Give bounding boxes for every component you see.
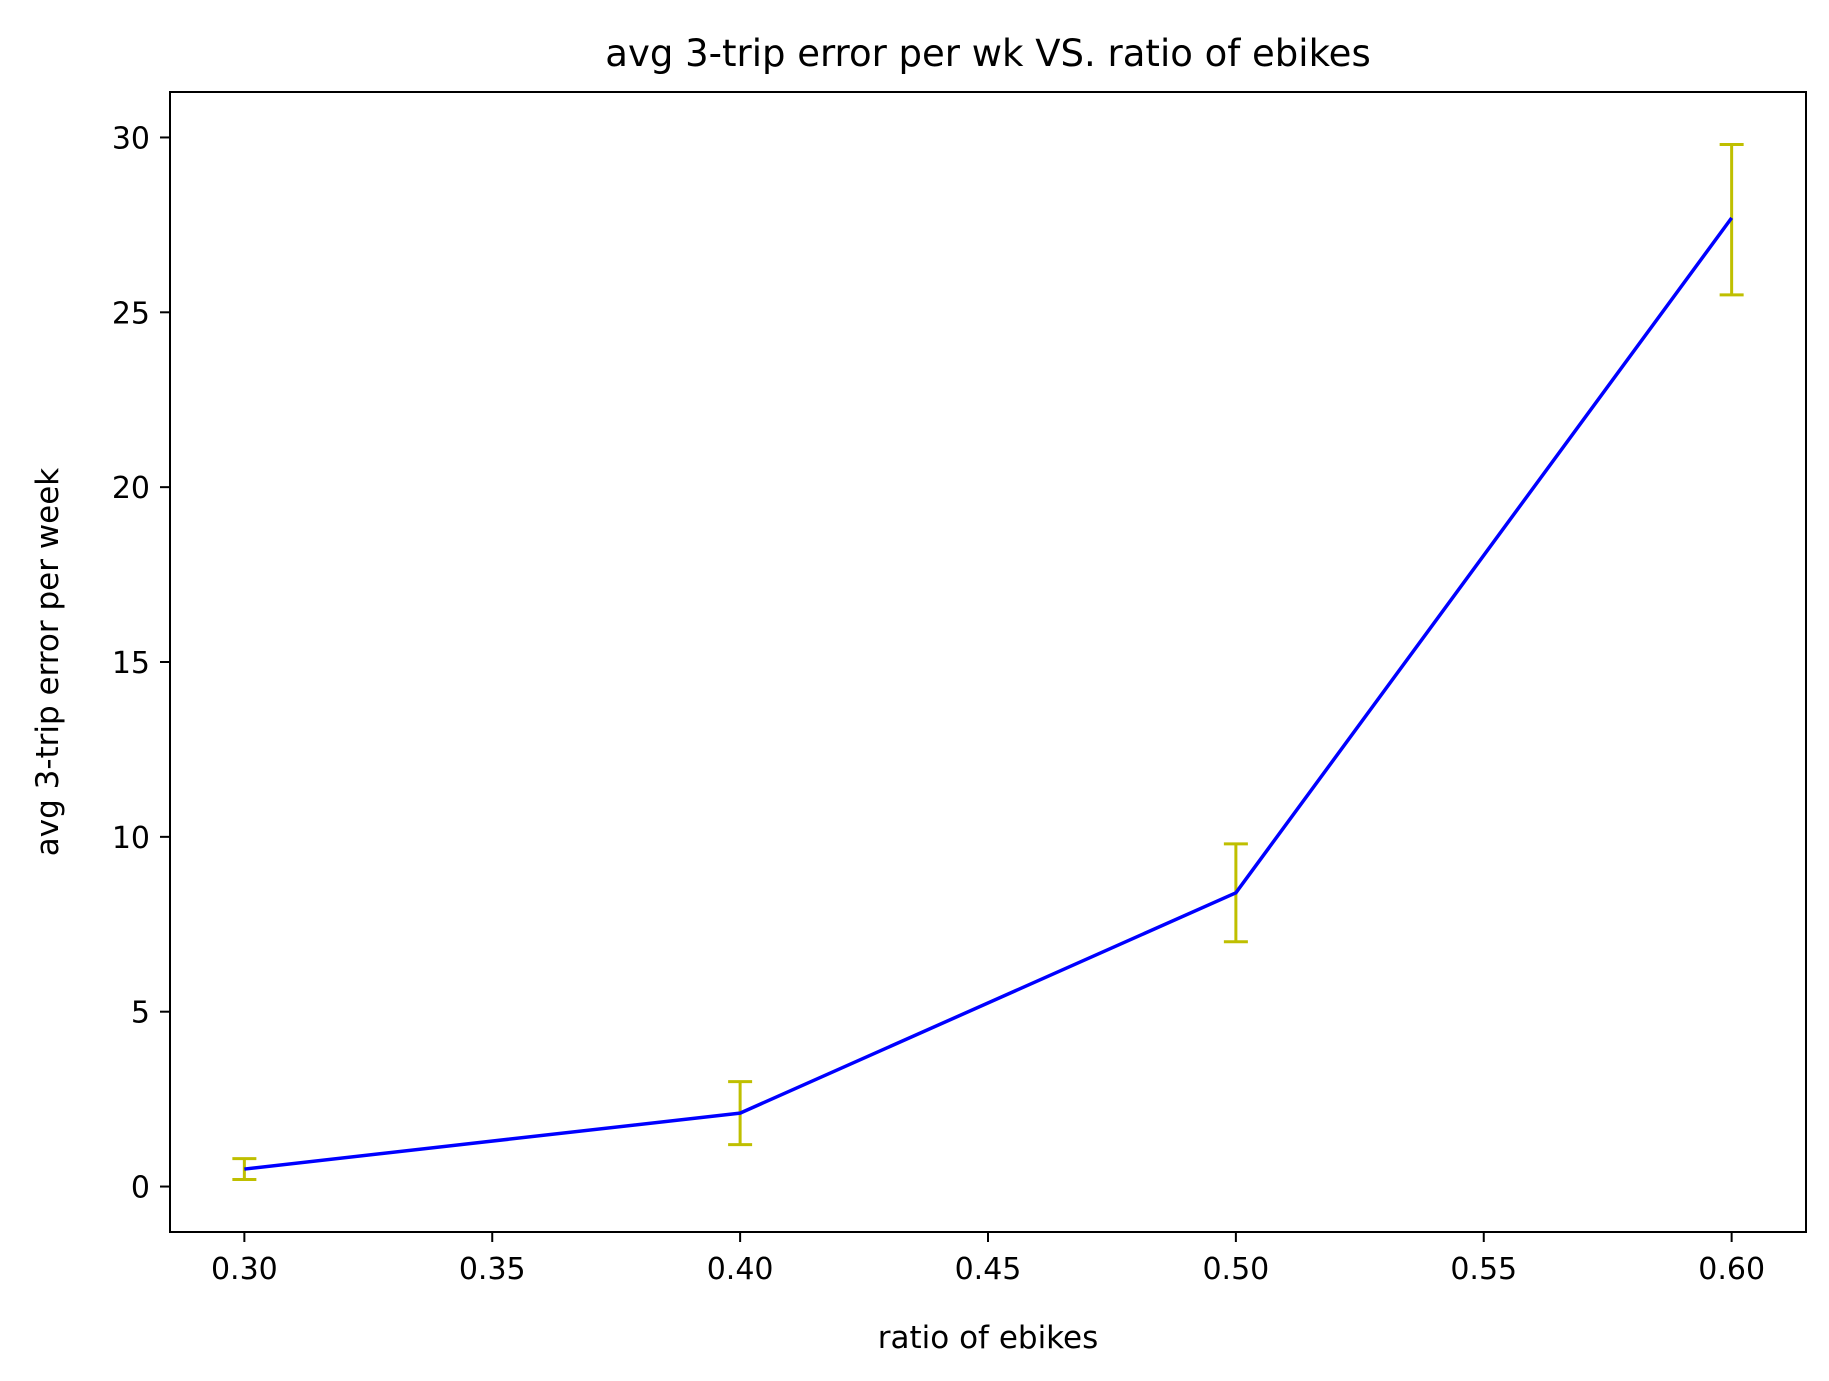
x-tick-label: 0.40	[707, 1252, 774, 1287]
x-tick-label: 0.60	[1698, 1252, 1765, 1287]
x-tick-label: 0.30	[211, 1252, 278, 1287]
y-axis: 0 5 10 15 20 25 30	[112, 121, 170, 1206]
x-tick-label: 0.55	[1450, 1252, 1517, 1287]
x-axis: 0.30 0.35 0.40 0.45 0.50 0.55 0.60	[211, 1232, 1765, 1287]
series-layer	[232, 142, 1744, 1182]
y-tick-label: 5	[131, 996, 150, 1031]
y-tick-label: 10	[112, 821, 150, 856]
series-line	[244, 216, 1734, 1171]
x-tick-label: 0.45	[955, 1252, 1022, 1287]
x-tick-label: 0.35	[459, 1252, 526, 1287]
x-tick-label: 0.50	[1202, 1252, 1269, 1287]
y-tick-label: 20	[112, 471, 150, 506]
y-tick-label: 30	[112, 121, 150, 156]
y-axis-label: avg 3-trip error per week	[30, 468, 66, 857]
x-axis-label: ratio of ebikes	[878, 1320, 1099, 1356]
y-tick-label: 15	[112, 646, 150, 681]
y-tick-label: 0	[131, 1171, 150, 1206]
plot-frame	[169, 91, 1807, 1233]
y-tick-label: 25	[112, 296, 150, 331]
chart-title: avg 3-trip error per wk VS. ratio of ebi…	[605, 32, 1370, 75]
